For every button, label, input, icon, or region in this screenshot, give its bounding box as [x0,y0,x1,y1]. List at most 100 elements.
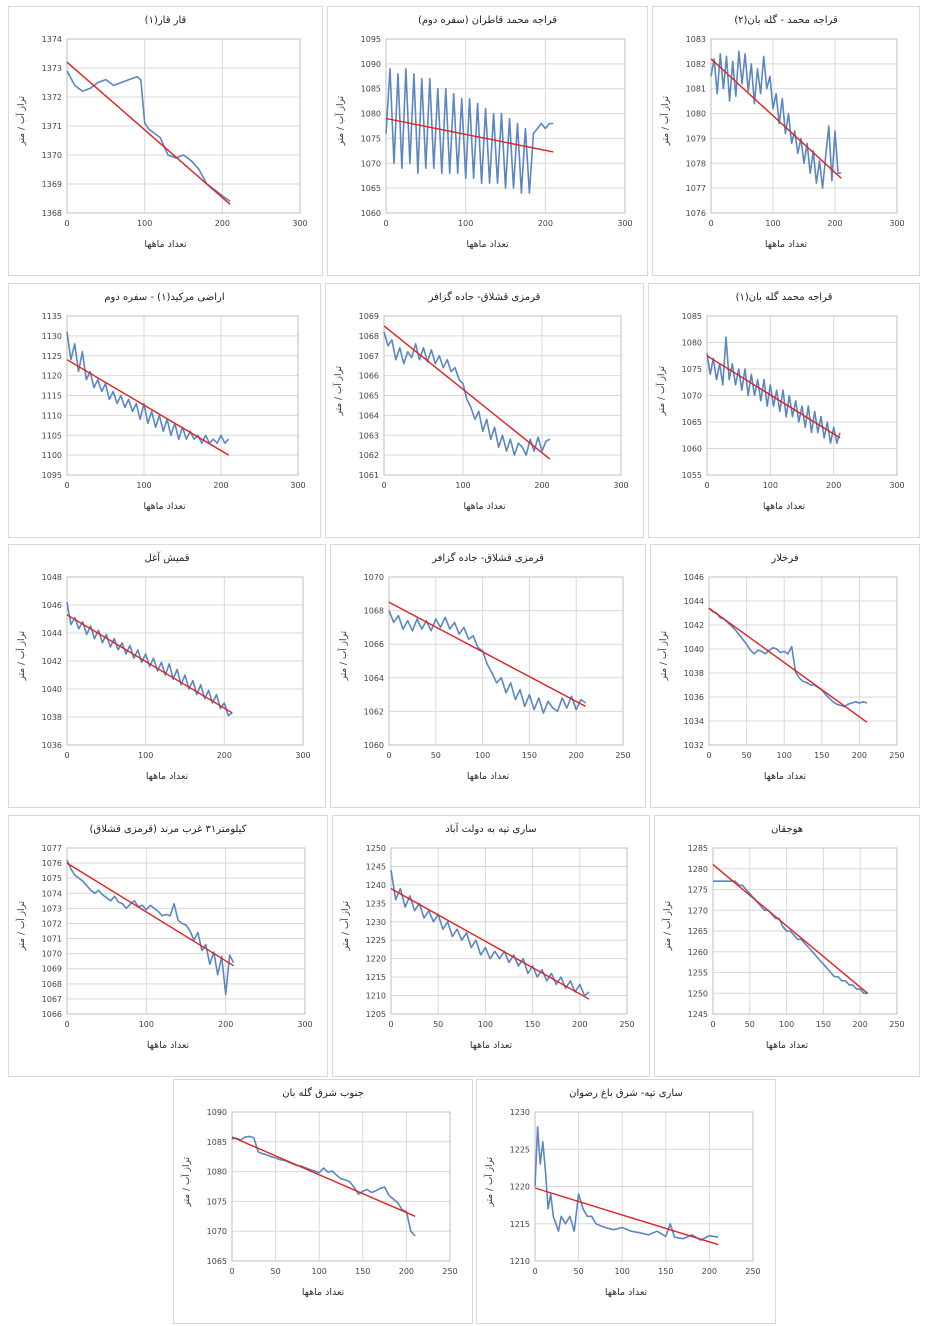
y-tick-label: 1240 [366,881,386,890]
x-axis-label: تعداد ماهها [469,1040,513,1051]
y-tick-label: 1065 [359,392,379,401]
x-tick-label: 0 [704,481,709,490]
y-tick-label: 1065 [207,1257,227,1266]
chart-title: ساری تپه به دولت آباد [445,824,537,835]
chart-panel: قراجه محمد - گله بان(۲) 1076 1077 1078 1079 1… [652,6,920,276]
observed-series-line [231,1135,416,1237]
x-tick-label: 100 [763,481,778,490]
y-tick-label: 1090 [207,1108,227,1117]
y-tick-label: 1110 [42,411,62,420]
observed-series-line [710,50,842,189]
chart-svg: 1210 1215 1220 1225 1230 0 50 100 150 200 250 [510,1108,761,1276]
chart-svg: 1368 1369 1370 1371 1372 1373 1374 0 100 200 300 [42,35,308,228]
y-tick-label: 1080 [207,1168,227,1177]
x-tick-label: 300 [889,481,904,490]
y-tick-label: 1063 [359,431,379,440]
x-tick-label: 0 [229,1267,234,1276]
trend-line [66,614,233,714]
x-tick-label: 0 [64,751,69,760]
observed-series-line [383,331,551,456]
y-tick-label: 1120 [42,372,62,381]
observed-series-line [708,607,868,708]
x-tick-label: 100 [615,1267,630,1276]
y-tick-label: 1069 [42,965,62,974]
chart-panel: کیلومتر۳۱ غرب مرند (قرمزی قشلاق) 1066 1067… [8,815,328,1077]
x-tick-label: 200 [217,751,232,760]
plot-area [712,847,898,1015]
x-tick-label: 0 [64,1020,69,1029]
x-tick-label: 50 [431,751,441,760]
y-tick-label: 1042 [42,657,62,666]
x-tick-label: 0 [386,751,391,760]
y-axis-label: تراز آب / متر [17,96,27,146]
y-tick-label: 1070 [42,950,62,959]
chart-panel: قراجه محمد قاطران (سفره دوم) 1060 1065 1070… [327,6,648,276]
x-tick-label: 200 [399,1267,414,1276]
chart-title: قرمزی قشلاق- جاده گزافر [432,553,544,564]
y-tick-label: 1066 [359,372,379,381]
chart-title: قمیش آغل [144,553,190,564]
y-tick-label: 1115 [42,392,62,401]
chart-panel: ساری تپه- شرق باغ رضوان 1210 1215 1220 1225 1… [476,1079,776,1324]
chart-title: اراضی مرکید(۱) - سفره دوم [104,292,225,303]
plot-area [66,576,304,746]
chart-title: جنوب شرق گله بان [282,1088,364,1099]
y-axis-label: تراز آب / متر [336,96,346,146]
y-tick-label: 1032 [684,741,704,750]
y-tick-label: 1369 [42,180,62,189]
trend-line [710,58,842,179]
x-tick-label: 300 [292,219,307,228]
y-tick-label: 1068 [359,332,379,341]
y-tick-label: 1210 [366,992,386,1001]
y-tick-label: 1080 [361,110,381,119]
chart-svg: 1205 1210 1215 1220 1225 1230 1235 1240 1245 1250… [366,844,635,1029]
y-tick-label: 1068 [364,607,384,616]
trend-line [390,887,590,1000]
x-tick-label: 150 [525,1020,540,1029]
y-tick-label: 1071 [42,935,62,944]
y-axis-label: تراز آب / متر [17,901,27,951]
chart-title: هوجقان [770,824,804,835]
x-tick-label: 100 [139,1020,154,1029]
trend-line [383,325,551,460]
y-tick-label: 1046 [684,573,704,582]
x-tick-label: 300 [617,219,632,228]
y-tick-label: 1095 [361,35,381,44]
x-tick-label: 0 [708,219,713,228]
y-tick-label: 1070 [361,159,381,168]
y-tick-label: 1085 [361,85,381,94]
x-tick-label: 0 [710,1020,715,1029]
x-axis-label: تعداد ماهها [466,239,509,250]
y-tick-label: 1080 [686,110,706,119]
x-tick-label: 200 [213,481,228,490]
y-tick-label: 1070 [682,392,702,401]
plot-area [66,847,306,1015]
chart-panel: هوجقان 1245 1250 1255 1260 1265 1270 1275 1280 12… [654,815,920,1077]
trend-line [534,1187,719,1246]
x-axis-label: تعداد ماهها [144,239,187,250]
y-tick-label: 1220 [366,955,386,964]
chart-panel: قرمزی قشلاق- جاده گزافر 1061 1062 1063 1064 1… [325,283,644,538]
trend-line [712,864,869,994]
y-tick-label: 1076 [686,209,706,218]
plot-area [388,576,624,746]
x-axis-label: تعداد ماهها [146,1040,190,1051]
y-tick-label: 1067 [359,352,379,361]
plot-area [66,315,299,476]
x-tick-label: 50 [742,751,752,760]
plot-area [390,847,628,1015]
y-tick-label: 1205 [366,1010,386,1019]
x-tick-label: 150 [814,751,829,760]
x-axis-label: تعداد ماهها [145,771,189,782]
observed-series-line [66,70,231,203]
observed-series-line [390,869,590,997]
chart-panel: اراضی مرکید(۱) - سفره دوم 1095 1100 1105 111… [8,283,321,538]
y-tick-label: 1075 [682,365,702,374]
trend-line [708,607,868,723]
observed-series-line [385,67,554,194]
y-tick-label: 1066 [364,640,384,649]
y-tick-label: 1065 [361,184,381,193]
plot-area [710,38,898,214]
x-tick-label: 250 [442,1267,457,1276]
chart-svg: 1036 1038 1040 1042 1044 1046 1048 0 100 200 300 [42,573,311,760]
